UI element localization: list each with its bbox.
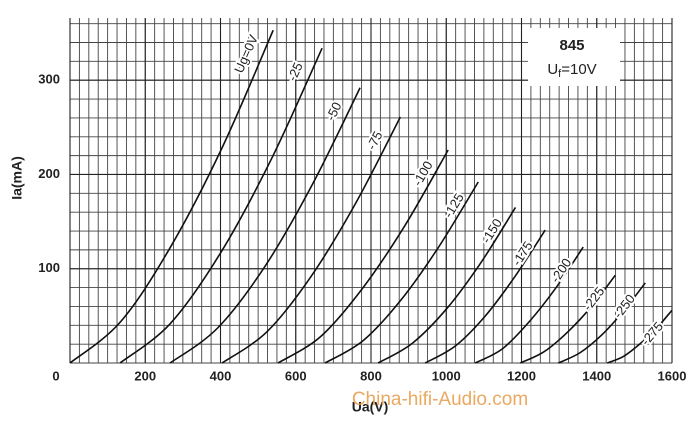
symbol: U <box>547 61 558 78</box>
subscript: f <box>558 68 562 80</box>
x-axis-label: Ua(V) <box>352 399 389 415</box>
series-label: -100 <box>410 158 436 188</box>
x-tick-label: 0 <box>52 368 59 383</box>
watermark: China-hifi-Audio.com <box>352 389 528 410</box>
series-label: -175 <box>509 239 536 269</box>
y-tick-label: 200 <box>38 166 60 181</box>
curve <box>324 181 479 364</box>
filament-voltage: Uf=10V <box>547 61 596 80</box>
x-tick-label: 800 <box>360 368 382 383</box>
curve <box>424 229 546 364</box>
curve <box>277 149 449 364</box>
curve <box>606 309 673 364</box>
curve <box>520 274 616 364</box>
grid <box>69 18 673 364</box>
x-tick-label: 600 <box>285 368 307 383</box>
curve <box>377 207 517 364</box>
x-tick-label: 1000 <box>432 368 461 383</box>
curve <box>119 47 323 364</box>
series-label: -125 <box>440 190 466 220</box>
series-label: -75 <box>364 129 386 153</box>
x-tick-label: 1400 <box>582 368 611 383</box>
curve <box>169 87 361 364</box>
y-axis-label: Ia(mA) <box>9 156 25 200</box>
curve <box>474 246 584 364</box>
x-tick-label: 1600 <box>658 368 687 383</box>
value: =10V <box>561 61 596 78</box>
curve <box>69 29 274 364</box>
curves <box>69 29 673 364</box>
y-tick-label: 100 <box>38 260 60 275</box>
y-tick-label: 300 <box>38 72 60 87</box>
series-label: -225 <box>580 284 608 314</box>
x-tick-label: 400 <box>210 368 232 383</box>
curve <box>221 116 402 364</box>
curve <box>558 282 646 364</box>
annotation-box <box>528 28 620 86</box>
x-tick-label: 1200 <box>507 368 536 383</box>
series-label: -50 <box>323 100 345 123</box>
tube-type: 845 <box>559 37 584 54</box>
series-label: -200 <box>547 255 574 285</box>
x-tick-label: 200 <box>134 368 156 383</box>
